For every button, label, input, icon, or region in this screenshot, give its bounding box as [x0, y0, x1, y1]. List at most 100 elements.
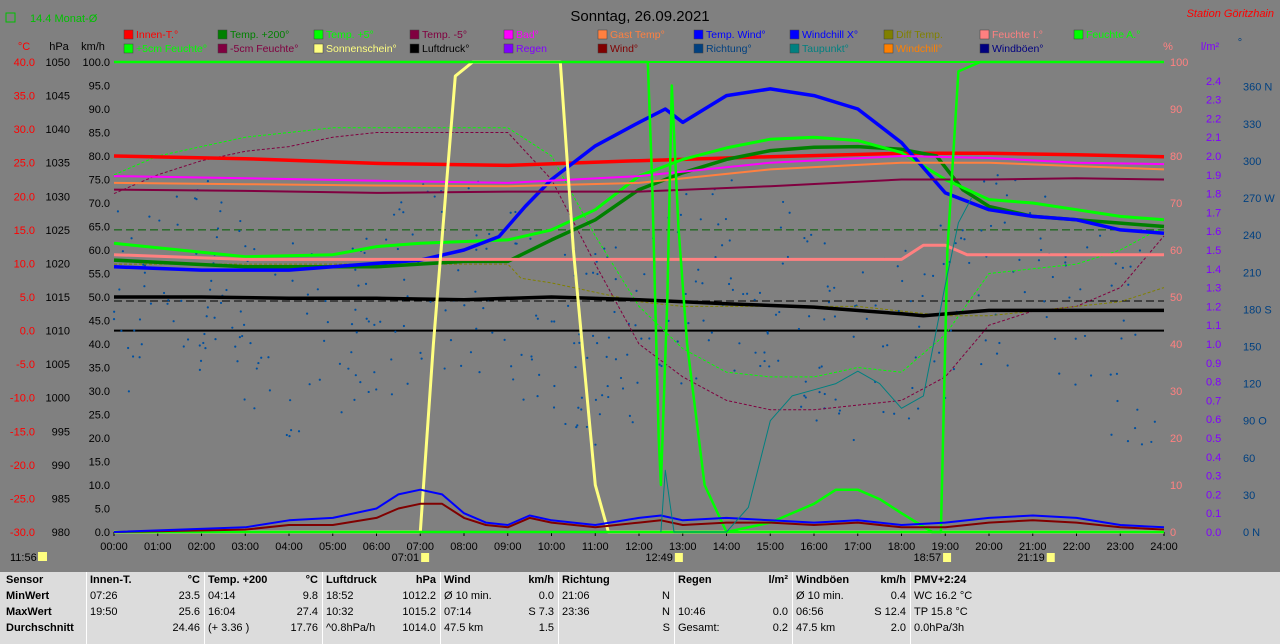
- direction-dot: [667, 319, 670, 322]
- legend-swatch[interactable]: [693, 29, 704, 40]
- stats-row: 23:36 N: [562, 604, 674, 620]
- stats-unit: l/m²: [768, 574, 788, 586]
- direction-dot: [729, 277, 732, 280]
- y-tick-label-wind_kmh: 10.0: [89, 480, 110, 492]
- direction-dot: [143, 285, 146, 288]
- legend-swatch[interactable]: [979, 43, 990, 54]
- stats-value: 17.76: [290, 622, 318, 634]
- legend-swatch[interactable]: [1073, 29, 1084, 40]
- direction-dot: [253, 407, 256, 410]
- direction-dot: [728, 239, 731, 242]
- direction-dot: [535, 314, 538, 317]
- legend-swatch[interactable]: [409, 43, 420, 54]
- x-tick-label: 13:00: [669, 541, 697, 553]
- direction-dot: [777, 359, 780, 362]
- x-tick-label: 14:00: [713, 541, 741, 553]
- stats-time: 47.5 km: [444, 622, 484, 634]
- legend-swatch[interactable]: [597, 43, 608, 54]
- legend-swatch[interactable]: [979, 29, 990, 40]
- direction-dot: [268, 389, 271, 392]
- y-tick-label-wind_kmh: 5.0: [95, 504, 110, 516]
- y-tick-label-rain_lm2: 1.5: [1206, 245, 1221, 257]
- dir-unit: °: [1238, 37, 1242, 49]
- y-tick-label-pressure_hpa: 1010: [46, 326, 70, 338]
- direction-dot: [390, 358, 393, 361]
- legend-swatch[interactable]: [597, 29, 608, 40]
- y-tick-label-wind_kmh: 45.0: [89, 316, 110, 328]
- marker-time-label: 21:19: [1017, 552, 1045, 564]
- direction-dot: [1126, 440, 1130, 443]
- direction-dot: [478, 371, 481, 374]
- direction-dot: [205, 315, 208, 318]
- legend-swatch[interactable]: [123, 43, 134, 54]
- direction-dot: [347, 367, 350, 370]
- direction-dot: [1003, 221, 1006, 224]
- legend-swatch[interactable]: [503, 29, 514, 40]
- month-avg-checkbox[interactable]: [5, 12, 16, 23]
- sun-marker-icon: [421, 553, 430, 562]
- direction-dot: [118, 288, 121, 291]
- direction-dot: [585, 272, 588, 275]
- x-tick-label: 10:00: [538, 541, 566, 553]
- y-tick-label-temp_c: -10.0: [10, 393, 35, 405]
- direction-dot: [364, 282, 368, 285]
- direction-dot: [402, 211, 405, 214]
- direction-dot: [514, 210, 517, 214]
- x-tick-label: 00:00: [100, 541, 128, 553]
- direction-dot: [977, 294, 980, 297]
- direction-dot: [577, 406, 580, 409]
- legend-swatch[interactable]: [313, 29, 324, 40]
- legend-swatch[interactable]: [883, 29, 894, 40]
- y-tick-label-rain_lm2: 2.0: [1206, 151, 1221, 163]
- direction-dot: [984, 339, 987, 342]
- direction-dot: [402, 324, 406, 328]
- legend-swatch[interactable]: [217, 29, 228, 40]
- legend-swatch[interactable]: [409, 29, 420, 40]
- direction-dot: [390, 393, 394, 396]
- direction-dot: [288, 434, 291, 438]
- legend-swatch[interactable]: [217, 43, 228, 54]
- direction-dot: [367, 390, 370, 394]
- legend-swatch[interactable]: [503, 43, 514, 54]
- direction-dot: [996, 174, 999, 177]
- direction-dot: [701, 282, 704, 285]
- stats-time: 18:52: [326, 590, 354, 602]
- direction-dot: [460, 364, 463, 367]
- legend-swatch[interactable]: [313, 43, 324, 54]
- direction-dot: [469, 351, 473, 354]
- direction-dot: [231, 326, 234, 329]
- legend-swatch[interactable]: [789, 43, 800, 54]
- direction-dot: [1018, 258, 1021, 262]
- stats-time: WC 16.2 °C: [914, 590, 973, 602]
- legend-swatch[interactable]: [693, 43, 704, 54]
- direction-dot: [995, 182, 998, 185]
- y-tick-label-pressure_hpa: 985: [52, 493, 70, 505]
- legend-swatch[interactable]: [123, 29, 134, 40]
- weather-chart: 00:00 01:00 02:00 03:00 04:00 05:00 06:00 07:00…: [5, 8, 1275, 564]
- direction-dot: [403, 278, 406, 281]
- stats-row: 07:14 S 7.3: [444, 604, 558, 620]
- direction-dot: [695, 377, 698, 380]
- legend-label: Wind°: [610, 43, 638, 55]
- direction-dot: [643, 273, 646, 276]
- legend-swatch[interactable]: [789, 29, 800, 40]
- direction-dot: [763, 351, 766, 354]
- stats-time: 07:26: [90, 590, 118, 602]
- y-tick-label-direction_deg: 150: [1243, 341, 1261, 353]
- y-tick-label-rain_lm2: 1.4: [1206, 264, 1221, 276]
- direction-dot: [995, 352, 999, 355]
- row-label: MaxWert: [6, 606, 52, 618]
- legend-label: Temp. Wind°: [706, 29, 766, 41]
- direction-dot: [176, 223, 179, 226]
- x-tick-label: 02:00: [188, 541, 216, 553]
- stats-column: Windböen km/h Ø 10 min. 0.4 06:56 S 12.4 47.5 …: [796, 572, 910, 644]
- direction-dot: [536, 395, 539, 398]
- y-tick-label-wind_kmh: 25.0: [89, 410, 110, 422]
- legend-label: Temp. -5°: [422, 29, 467, 41]
- legend-swatch[interactable]: [883, 43, 894, 54]
- direction-dot: [131, 355, 135, 358]
- direction-dot: [210, 279, 213, 283]
- sun-marker-icon: [674, 553, 683, 562]
- direction-dot: [514, 242, 517, 245]
- stats-value: 1.5: [538, 622, 554, 634]
